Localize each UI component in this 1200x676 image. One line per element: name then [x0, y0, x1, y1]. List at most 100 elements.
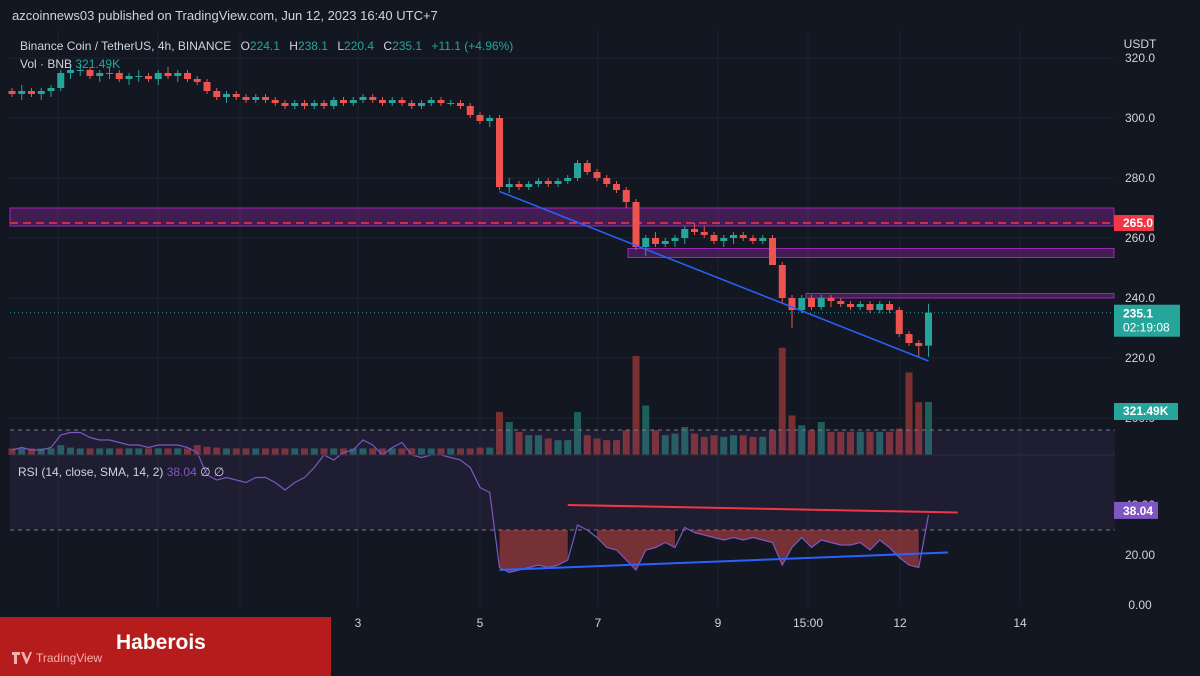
candle-body [730, 235, 737, 238]
rsi-tick-2: 0.00 [1128, 598, 1152, 612]
volume-bar [193, 445, 201, 455]
candle-body [125, 76, 133, 79]
candle-body [193, 79, 201, 82]
volume-bar [837, 431, 845, 455]
time-tick-4: 5 [477, 616, 484, 630]
candle-body [671, 238, 679, 241]
candle-body [203, 82, 211, 91]
candle-body [691, 229, 698, 232]
candle-body [847, 304, 854, 307]
resistance-zone-1 [627, 248, 1115, 258]
brand-name: Haberois [116, 631, 206, 654]
volume-bar [808, 430, 815, 455]
candle-body [486, 118, 494, 121]
volume-bar [525, 435, 533, 455]
candle-body [739, 235, 747, 238]
axis-currency: USDT [1124, 37, 1157, 51]
time-tick-7: 15:00 [793, 616, 823, 630]
candle-body [398, 100, 406, 103]
volume-bar [437, 448, 445, 455]
candle-body [866, 304, 874, 310]
volume-bar [379, 448, 386, 455]
rsi-oversold-fill-0 [499, 530, 568, 573]
candle-body [856, 304, 864, 307]
candle-body [379, 100, 386, 103]
candle-body [886, 304, 893, 310]
volume-bar [652, 430, 659, 455]
candle-body [291, 103, 299, 106]
candle-body [505, 184, 513, 187]
open-label: O [240, 39, 250, 53]
candle-body [798, 298, 806, 310]
candle-body [320, 103, 328, 106]
volume-bar [681, 426, 689, 455]
volume-bar [788, 415, 796, 455]
volume-bar [301, 448, 308, 455]
candle-body [837, 301, 845, 304]
candle-body [359, 97, 367, 100]
volume-bar [671, 433, 679, 455]
volume-bar [457, 448, 464, 455]
volume-bar [505, 422, 513, 455]
tradingview-icon [12, 652, 32, 664]
time-tick-5: 7 [595, 616, 602, 630]
candle-body [661, 241, 669, 244]
volume-bar [388, 448, 396, 455]
volume-bar [76, 448, 84, 455]
change-value: +11.1 (+4.96%) [431, 39, 514, 53]
rsi-pane [10, 429, 1115, 574]
volume-bar [330, 448, 338, 455]
candle-body [564, 178, 572, 181]
candle-body [447, 103, 455, 104]
candle-body [164, 73, 172, 76]
volume-bar [847, 431, 854, 455]
volume-bar [778, 347, 786, 455]
volume-bar [827, 431, 835, 455]
candle-body [710, 235, 718, 241]
price-tick-2: 280.0 [1125, 171, 1155, 185]
candle-body [827, 298, 835, 301]
volume-bar [291, 448, 299, 455]
volume-label: Vol · BNB [20, 57, 73, 71]
tradingview-logo: TradingView [12, 651, 102, 665]
rsi-value-label: 38.04 [1123, 504, 1153, 518]
volume-bar [369, 448, 377, 455]
price-tick-1: 300.0 [1125, 111, 1155, 125]
symbol-title: Binance Coin / TetherUS, 4h, BINANCE [20, 39, 232, 53]
candle-body [622, 190, 630, 202]
candle-body [476, 115, 484, 121]
candle-body [437, 100, 445, 103]
candle-body [681, 229, 689, 238]
candle-body [37, 91, 45, 94]
candle-body [408, 103, 416, 106]
volume-bar [486, 447, 494, 455]
candle-body [106, 73, 113, 74]
rsi-oversold-fill-2 [694, 530, 919, 568]
candle-body [174, 73, 182, 76]
level-price-tag [1114, 215, 1154, 231]
candle-body [242, 97, 250, 100]
rsi-legend: RSI (14, close, SMA, 14, 2) 38.04 ∅ ∅ [18, 465, 224, 479]
price-tick-5: 220.0 [1125, 351, 1155, 365]
candle-body [18, 91, 26, 94]
candle-body [271, 100, 279, 103]
volume-bar [730, 435, 737, 455]
volume-bar [554, 440, 562, 455]
volume-bar [593, 438, 601, 455]
volume-bar [603, 440, 611, 455]
close-label: C [383, 39, 393, 53]
rsi-trendline-1 [567, 504, 958, 514]
volume-bar [213, 447, 221, 455]
volume-bar [583, 435, 591, 455]
countdown-label: 02:19:08 [1123, 321, 1170, 335]
volume-bar [184, 448, 191, 455]
close-value: 235.1 [392, 39, 423, 53]
price-axis: USDT320.0300.0280.0260.0240.0220.0200.04… [1114, 37, 1180, 612]
volume-bar [47, 448, 55, 455]
volume-bar [310, 448, 318, 455]
volume-bar [145, 448, 152, 455]
volume-bar [661, 435, 669, 455]
candle-body [525, 184, 533, 187]
candle-body [115, 73, 123, 79]
